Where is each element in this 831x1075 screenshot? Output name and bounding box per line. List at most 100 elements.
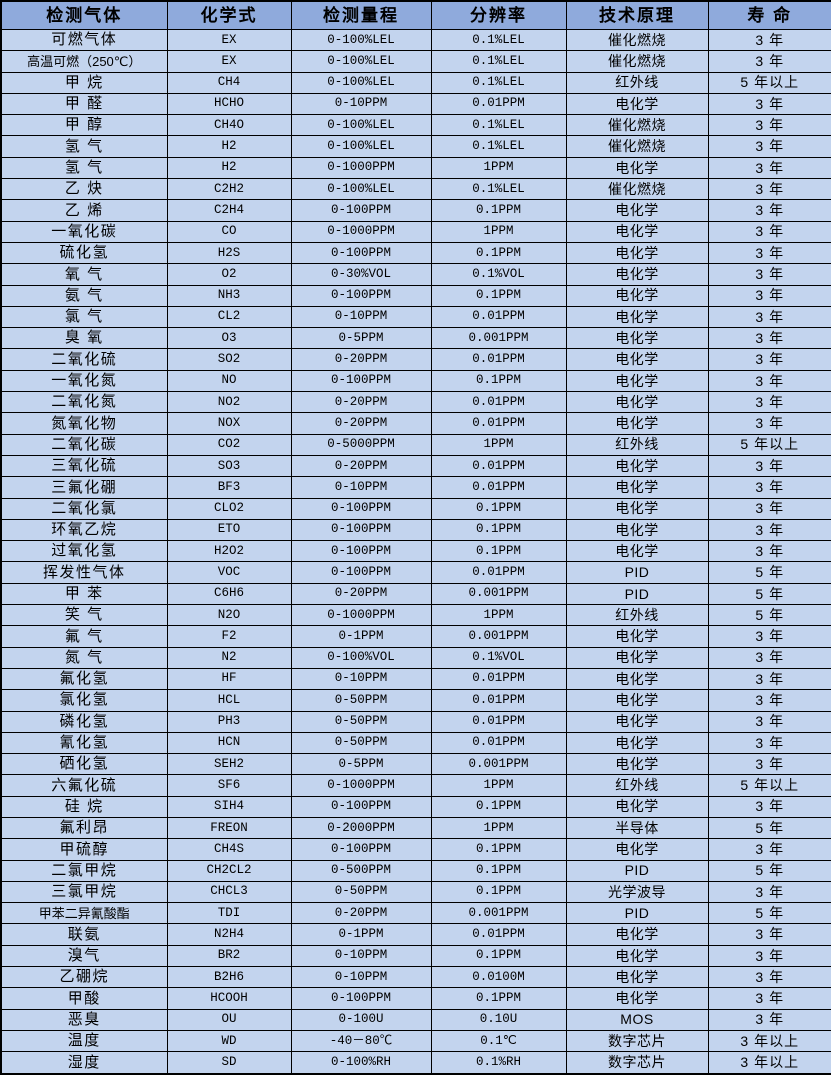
cell-resolution: 0.001PPM [430,902,567,925]
cell-gas-name: 二氧化氯 [0,497,168,520]
table-row: 温度 WD -40－80℃ 0.1℃ 数字芯片 3 年以上 [0,1029,831,1053]
cell-gas-name: 甲苯二异氰酸酯 [0,902,168,925]
cell-detection-range: 0-2000PPM [290,816,432,840]
cell-technology: 电化学 [565,710,709,733]
cell-chemical-formula: H2 [166,156,292,180]
cell-detection-range: 0-100%LEL [290,114,432,137]
cell-resolution: 0.1%VOL [430,646,567,669]
cell-detection-range: 0-500PPM [290,859,432,882]
cell-detection-range: 0-50PPM [290,880,432,904]
cell-chemical-formula: HCL [166,689,292,712]
cell-gas-name: 六氟化硫 [0,774,168,797]
cell-gas-name: 三氧化硫 [0,454,168,478]
cell-technology: 半导体 [565,816,709,840]
cell-resolution: 0.01PPM [430,689,567,712]
table-body: 可燃气体 EX 0-100%LEL 0.1%LEL 催化燃烧 3 年高温可燃（250℃） E… [0,28,831,1075]
cell-detection-range: 0-100%LEL [290,135,432,158]
cell-resolution: 0.1%LEL [430,114,567,137]
cell-detection-range: 0-100%LEL [290,178,432,201]
cell-gas-name: 氟利昂 [0,816,168,840]
cell-gas-name: 笑 气 [0,604,168,627]
cell-detection-range: 0-100PPM [290,497,432,520]
cell-chemical-formula: ETO [166,518,292,542]
cell-resolution: 0.1℃ [430,1029,567,1053]
cell-technology: 电化学 [565,795,709,818]
cell-lifetime: 3 年 [707,369,831,393]
cell-lifetime: 3 年 [707,135,831,158]
cell-chemical-formula: CH4O [166,114,292,137]
table-row: 六氟化硫 SF6 0-1000PPM 1PPM 红外线 5 年以上 [0,774,831,797]
cell-gas-name: 二氧化硫 [0,348,168,371]
cell-resolution: 0.01PPM [430,476,567,499]
table-row: 硅 烷 SIH4 0-100PPM 0.1PPM 电化学 3 年 [0,795,831,818]
table-row: 乙 炔 C2H2 0-100%LEL 0.1%LEL 催化燃烧 3 年 [0,178,831,201]
cell-chemical-formula: SEH2 [166,753,292,776]
table-row: 氮 气 N2 0-100%VOL 0.1%VOL 电化学 3 年 [0,646,831,669]
cell-resolution: 0.1PPM [430,369,567,393]
table-row: 湿度 SD 0-100%RH 0.1%RH 数字芯片 3 年以上 [0,1051,831,1075]
cell-technology: 电化学 [565,305,709,329]
cell-technology: 电化学 [565,348,709,371]
cell-lifetime: 3 年 [707,838,831,861]
table-row: 臭 氧 O3 0-5PPM 0.001PPM 电化学 3 年 [0,327,831,350]
cell-detection-range: 0-100PPM [290,199,432,222]
cell-gas-name: 乙 烯 [0,199,168,222]
cell-technology: PID [565,561,709,584]
cell-resolution: 1PPM [430,433,567,456]
cell-lifetime: 3 年 [707,646,831,669]
cell-chemical-formula: NO [166,369,292,393]
cell-technology: 电化学 [565,518,709,542]
cell-technology: 电化学 [565,646,709,669]
cell-detection-range: 0-100%LEL [290,28,432,52]
cell-chemical-formula: CO [166,220,292,243]
table-row: 三氧化硫 SO3 0-20PPM 0.01PPM 电化学 3 年 [0,454,831,478]
cell-chemical-formula: SO2 [166,348,292,371]
cell-gas-name: 恶臭 [0,1008,168,1031]
cell-gas-name: 三氟化硼 [0,476,168,499]
cell-lifetime: 3 年 [707,50,831,73]
cell-chemical-formula: B2H6 [166,966,292,989]
cell-lifetime: 5 年 [707,582,831,606]
cell-lifetime: 5 年以上 [707,774,831,797]
cell-technology: 电化学 [565,966,709,989]
cell-detection-range: 0-10PPM [290,305,432,329]
cell-technology: 光学波导 [565,880,709,904]
cell-chemical-formula: BR2 [166,944,292,968]
cell-resolution: 0.01PPM [430,92,567,116]
cell-technology: 红外线 [565,433,709,456]
cell-gas-name: 二氯甲烷 [0,859,168,882]
cell-gas-name: 甲 烷 [0,71,168,94]
cell-detection-range: 0-10PPM [290,92,432,116]
cell-lifetime: 3 年 [707,391,831,414]
cell-resolution: 0.1%LEL [430,28,567,52]
cell-lifetime: 3 年 [707,305,831,329]
cell-chemical-formula: CH4S [166,838,292,861]
cell-detection-range: 0-20PPM [290,348,432,371]
cell-technology: 电化学 [565,156,709,180]
cell-technology: PID [565,582,709,606]
cell-technology: 电化学 [565,391,709,414]
cell-resolution: 0.1%LEL [430,50,567,73]
cell-technology: 电化学 [565,454,709,478]
table-row: 氨 气 NH3 0-100PPM 0.1PPM 电化学 3 年 [0,284,831,307]
cell-chemical-formula: N2H4 [166,923,292,946]
table-row: 硫化氢 H2S 0-100PPM 0.1PPM 电化学 3 年 [0,241,831,265]
cell-lifetime: 5 年 [707,816,831,840]
cell-gas-name: 氨 气 [0,284,168,307]
cell-detection-range: 0-10PPM [290,966,432,989]
cell-chemical-formula: PH3 [166,710,292,733]
cell-detection-range: 0-100%LEL [290,71,432,94]
cell-detection-range: 0-20PPM [290,454,432,478]
cell-lifetime: 3 年 [707,327,831,350]
cell-lifetime: 3 年 [707,731,831,755]
table-row: 三氟化硼 BF3 0-10PPM 0.01PPM 电化学 3 年 [0,476,831,499]
cell-lifetime: 3 年 [707,199,831,222]
cell-detection-range: 0-20PPM [290,902,432,925]
cell-gas-name: 甲酸 [0,987,168,1010]
table-header: 检测气体 化学式 检测量程 分辨率 技术原理 寿 命 [0,0,831,30]
cell-lifetime: 3 年 [707,966,831,989]
cell-resolution: 0.01PPM [430,348,567,371]
cell-detection-range: 0-50PPM [290,731,432,755]
cell-resolution: 0.001PPM [430,625,567,648]
cell-chemical-formula: BF3 [166,476,292,499]
